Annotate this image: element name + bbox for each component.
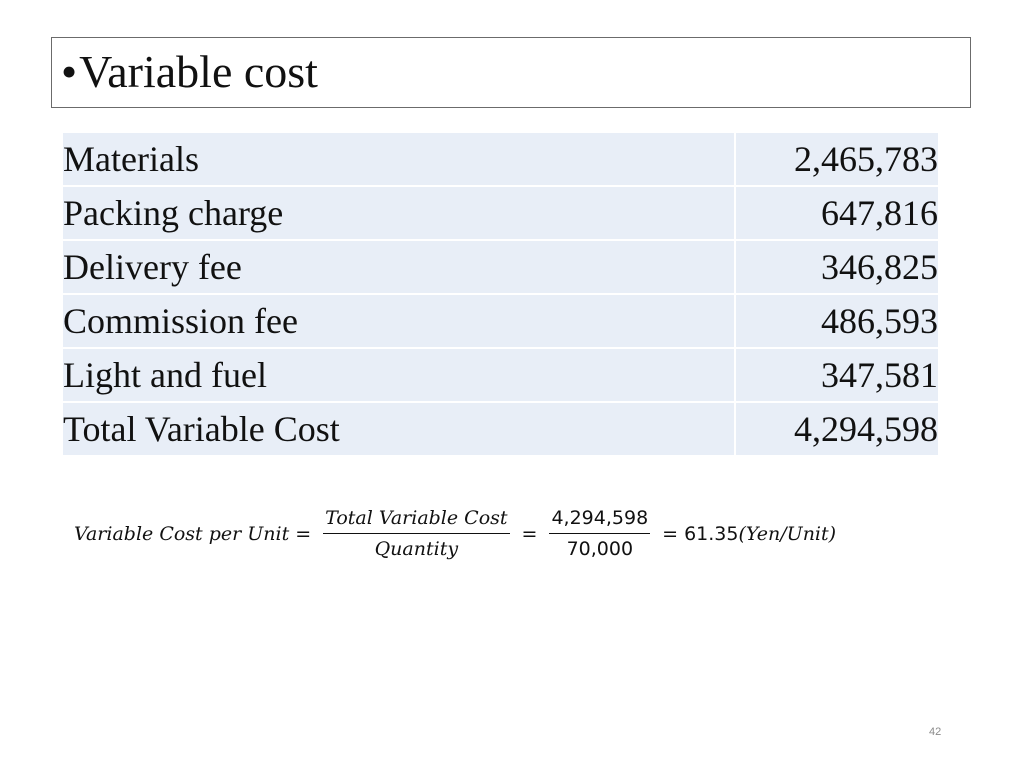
formula-unit: (Yen/Unit) [738, 522, 837, 545]
equals-sign: = [295, 522, 312, 545]
fraction-symbolic: Total Variable Cost Quantity [323, 507, 510, 560]
table-row: Delivery fee 346,825 [61, 239, 940, 295]
table-row: Materials 2,465,783 [61, 131, 940, 187]
row-value: 347,581 [734, 347, 940, 403]
equals-sign: = [521, 522, 538, 545]
unit-cost-formula: Variable Cost per Unit = Total Variable … [74, 507, 836, 560]
row-value: 346,825 [734, 239, 940, 295]
row-label: Delivery fee [61, 239, 736, 295]
fraction-numerator: 4,294,598 [549, 507, 651, 534]
bullet-icon: • [61, 46, 78, 97]
row-label: Packing charge [61, 185, 736, 241]
fraction-denominator: Quantity [374, 538, 459, 560]
fraction-numeric: 4,294,598 70,000 [549, 507, 651, 560]
row-value: 4,294,598 [734, 401, 940, 457]
title-box: •Variable cost [51, 37, 971, 108]
row-label: Commission fee [61, 293, 736, 349]
variable-cost-table: Materials 2,465,783 Packing charge 647,8… [61, 131, 940, 457]
formula-result: 61.35 [684, 522, 739, 545]
row-label: Light and fuel [61, 347, 736, 403]
row-value: 647,816 [734, 185, 940, 241]
table-row-total: Total Variable Cost 4,294,598 [61, 401, 940, 457]
table-row: Commission fee 486,593 [61, 293, 940, 349]
row-value: 486,593 [734, 293, 940, 349]
row-value: 2,465,783 [734, 131, 940, 187]
row-label: Total Variable Cost [61, 401, 736, 457]
slide-title-text: Variable cost [79, 46, 318, 97]
equals-sign: = [662, 522, 679, 545]
formula-lhs: Variable Cost per Unit [74, 522, 290, 545]
table-row: Packing charge 647,816 [61, 185, 940, 241]
row-label: Materials [61, 131, 736, 187]
fraction-numerator: Total Variable Cost [323, 507, 510, 534]
page-number: 42 [929, 726, 942, 738]
table-row: Light and fuel 347,581 [61, 347, 940, 403]
slide-title: •Variable cost [61, 44, 318, 100]
fraction-denominator: 70,000 [566, 538, 634, 560]
